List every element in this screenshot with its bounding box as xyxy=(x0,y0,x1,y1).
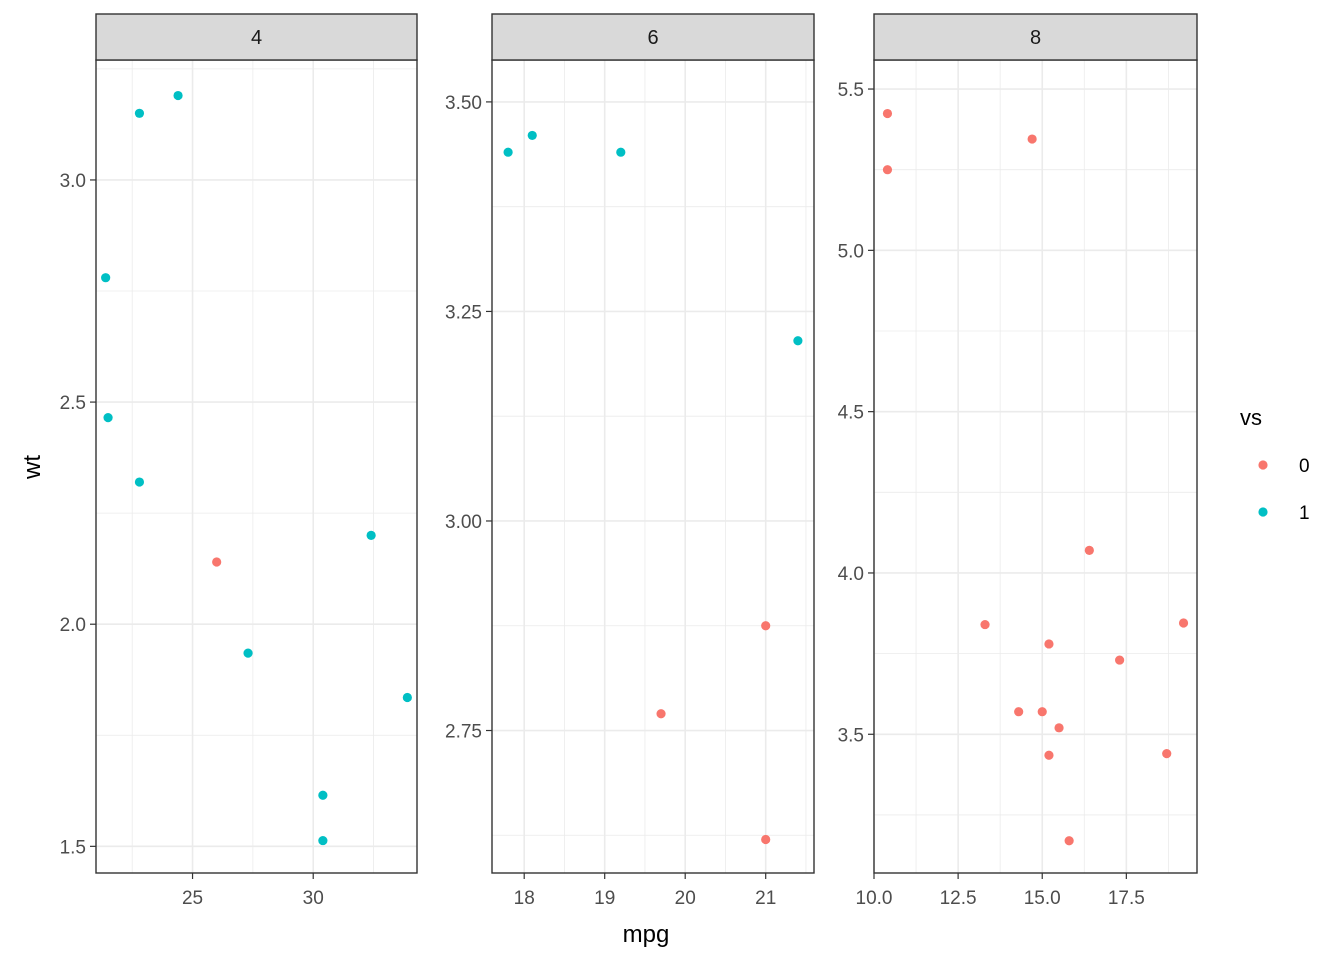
data-point-vs-1 xyxy=(103,413,113,423)
data-point-vs-0 xyxy=(980,619,990,630)
x-tick-label: 18 xyxy=(514,888,535,909)
y-tick-label: 3.00 xyxy=(445,512,482,533)
data-point-vs-0 xyxy=(882,165,893,175)
y-tick-label: 4.0 xyxy=(838,564,864,585)
data-point-vs-1 xyxy=(134,477,145,487)
data-point-vs-1 xyxy=(527,130,537,141)
facet-strip xyxy=(95,13,418,61)
legend-label-1: 1 xyxy=(1299,503,1310,524)
data-point-vs-0 xyxy=(1044,639,1054,649)
data-point-vs-0 xyxy=(1044,750,1054,760)
y-tick-label: 2.0 xyxy=(60,615,86,636)
data-point-vs-1 xyxy=(366,530,376,540)
data-point-vs-1 xyxy=(134,108,145,118)
data-point-vs-1 xyxy=(503,147,513,157)
y-tick-label: 4.5 xyxy=(838,403,864,424)
legend-title: vs xyxy=(1240,405,1262,430)
data-point-vs-0 xyxy=(1064,836,1074,846)
facet-strip-label: 4 xyxy=(251,27,262,49)
y-tick-label: 1.5 xyxy=(60,837,86,858)
panel-background xyxy=(96,60,417,873)
x-tick-label: 25 xyxy=(182,888,203,909)
data-point-vs-0 xyxy=(656,709,666,719)
facet-strip xyxy=(873,13,1198,61)
data-point-vs-1 xyxy=(173,90,183,101)
x-tick-label: 20 xyxy=(675,888,696,909)
legend: vs 0 1 xyxy=(1240,405,1310,524)
x-axis-title: mpg xyxy=(623,921,670,948)
data-point-vs-1 xyxy=(318,835,328,846)
y-axis-title: wt xyxy=(19,455,46,480)
legend-key-0 xyxy=(1258,460,1268,470)
panel-background xyxy=(492,60,814,873)
data-point-vs-1 xyxy=(318,790,328,800)
data-point-vs-0 xyxy=(882,108,893,119)
y-tick-label: 5.0 xyxy=(838,241,864,262)
data-point-vs-0 xyxy=(1054,723,1064,733)
y-tick-label: 2.75 xyxy=(445,722,482,743)
data-point-vs-0 xyxy=(1027,134,1037,144)
legend-label-0: 0 xyxy=(1299,456,1310,477)
x-tick-label: 21 xyxy=(755,888,776,909)
x-tick-label: 30 xyxy=(303,888,324,909)
x-tick-label: 15.0 xyxy=(1024,888,1061,909)
data-point-vs-1 xyxy=(793,336,803,346)
data-point-vs-1 xyxy=(101,273,111,283)
y-tick-label: 3.5 xyxy=(838,725,864,746)
facet-panel-4: 4 1.5 2.0 2.5 3.0 25 30 xyxy=(60,13,418,909)
data-point-vs-1 xyxy=(243,648,253,658)
y-tick-label: 3.50 xyxy=(445,93,482,114)
data-point-vs-0 xyxy=(761,834,771,845)
x-tick-label: 12.5 xyxy=(940,888,977,909)
y-tick-label: 3.25 xyxy=(445,302,482,323)
y-tick-label: 5.5 xyxy=(838,80,864,101)
data-point-vs-1 xyxy=(402,692,412,703)
facet-strip-label: 6 xyxy=(647,27,658,49)
x-tick-label: 17.5 xyxy=(1108,888,1145,909)
data-point-vs-0 xyxy=(212,557,222,567)
data-point-vs-0 xyxy=(1037,707,1047,717)
x-tick-label: 10.0 xyxy=(856,888,893,909)
y-tick-label: 3.0 xyxy=(60,171,86,192)
legend-key-1 xyxy=(1258,507,1268,517)
x-tick-label: 19 xyxy=(594,888,615,909)
data-point-vs-0 xyxy=(761,621,771,631)
y-tick-label: 2.5 xyxy=(60,393,86,414)
facet-panel-8: 8 3.5 4.0 4.5 5.0 5.5 10.0 12.5 15.0 17.5 xyxy=(838,13,1198,909)
data-point-vs-0 xyxy=(1162,749,1172,759)
data-point-vs-0 xyxy=(1178,618,1189,628)
data-point-vs-0 xyxy=(1084,545,1094,555)
data-point-vs-1 xyxy=(616,147,626,157)
data-point-vs-0 xyxy=(1115,655,1125,665)
data-point-vs-0 xyxy=(1014,707,1024,717)
facet-strip-label: 8 xyxy=(1030,27,1041,49)
panel-background xyxy=(874,60,1197,873)
facet-panel-6: 6 2.75 3.00 3.25 3.50 18 19 20 21 xyxy=(445,13,815,909)
facet-strip xyxy=(491,13,815,61)
